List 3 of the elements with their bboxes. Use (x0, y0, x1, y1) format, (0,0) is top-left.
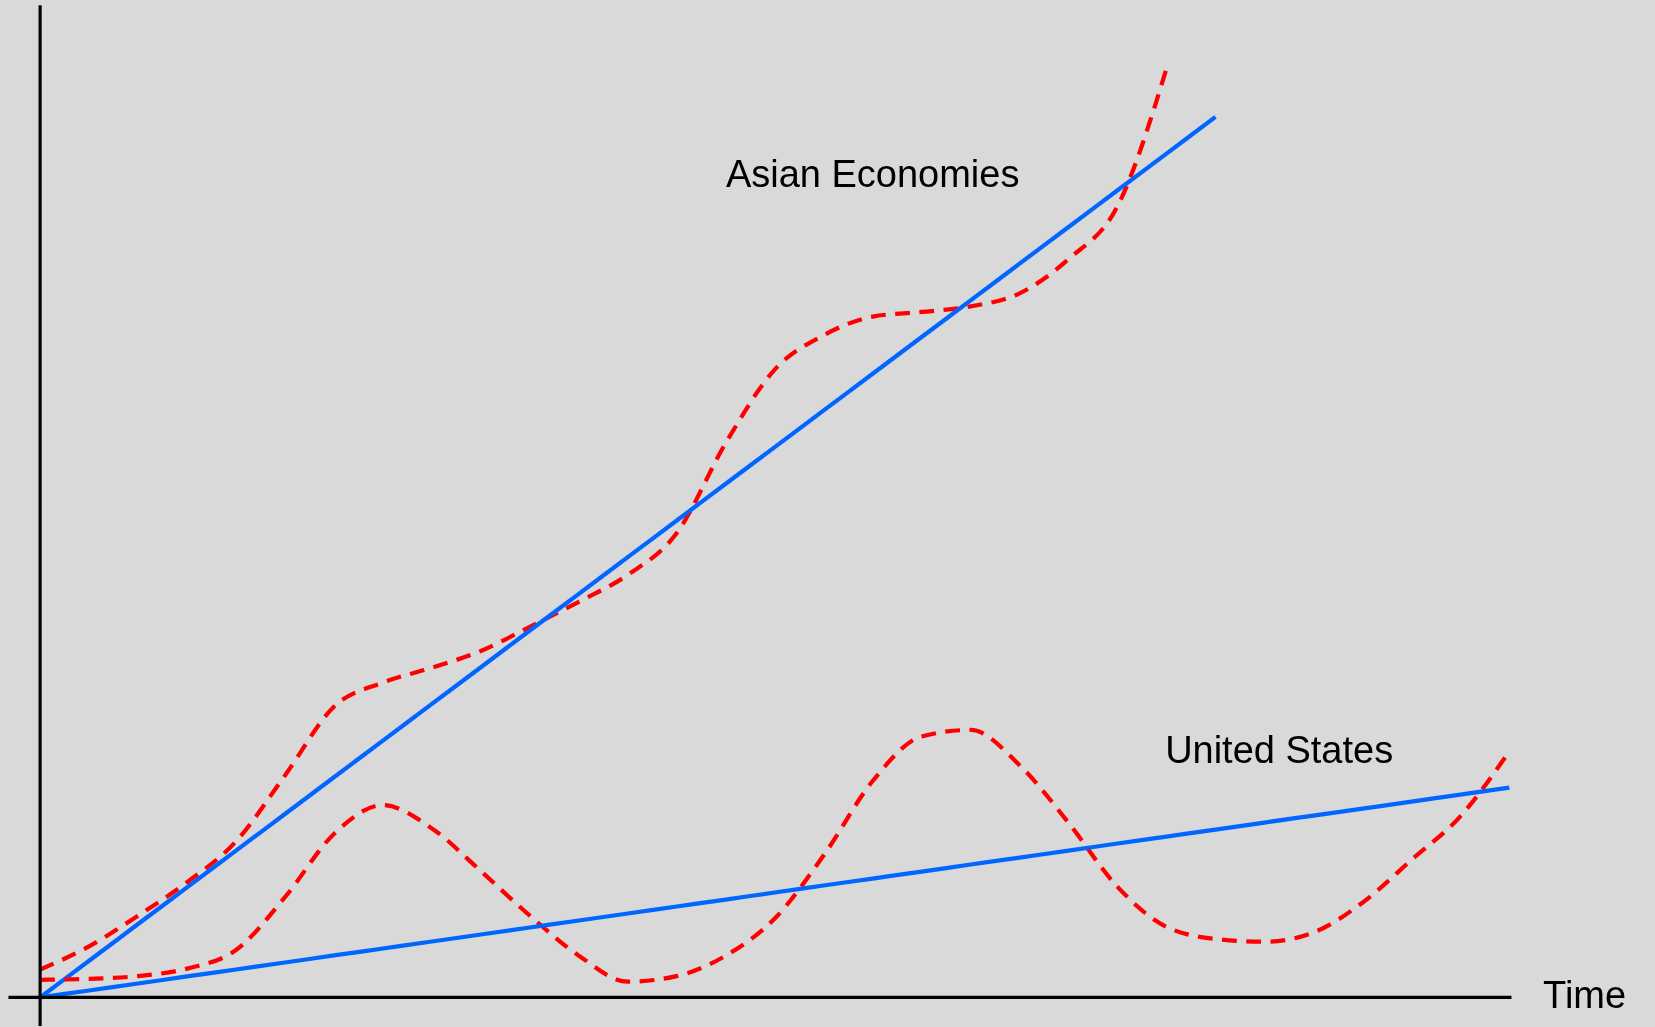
x-axis-title: Time (1543, 973, 1627, 1016)
text: Asian Economies (725, 152, 1020, 195)
text: United States (1165, 729, 1394, 772)
